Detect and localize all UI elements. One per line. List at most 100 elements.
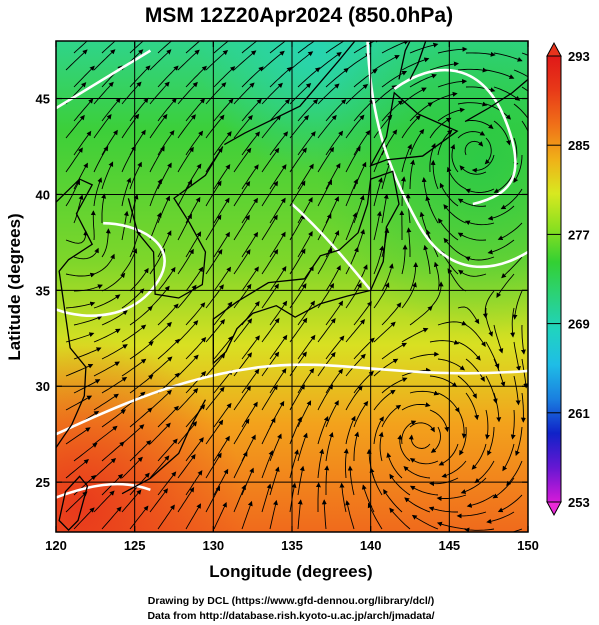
streamline (233, 451, 248, 479)
streamline (65, 114, 85, 139)
streamline (213, 41, 229, 54)
streamline (381, 70, 408, 88)
streamline (65, 272, 96, 278)
streamline (185, 98, 206, 122)
streamline (177, 486, 195, 513)
streamline (466, 494, 495, 508)
streamline (177, 114, 196, 139)
streamline (205, 485, 221, 513)
streamline (430, 426, 441, 453)
streamline (177, 49, 200, 71)
streamline (261, 450, 274, 479)
streamline (73, 247, 99, 260)
streamline (129, 440, 152, 462)
streamline (465, 324, 486, 347)
streamline (121, 324, 147, 343)
streamline (345, 246, 359, 275)
streamline (101, 161, 114, 190)
streamline (269, 368, 287, 394)
streamline (411, 514, 439, 530)
streamline (157, 97, 177, 122)
streamline (456, 511, 487, 519)
streamline (121, 177, 132, 207)
streamline (129, 505, 149, 530)
streamline (289, 51, 314, 71)
streamline (149, 212, 162, 241)
streamline (185, 302, 206, 326)
streamline (521, 120, 528, 133)
streamline (241, 500, 253, 530)
streamline (233, 249, 251, 275)
streamline (297, 300, 315, 326)
streamline (261, 417, 276, 445)
streamline (465, 51, 496, 57)
streamline (459, 426, 467, 456)
streamline (101, 344, 128, 360)
streamline (381, 342, 407, 360)
streamline (457, 306, 480, 325)
isotherm-line (366, 41, 528, 269)
streamline (157, 405, 179, 428)
streamline (493, 324, 504, 354)
streamline (439, 182, 459, 207)
x-tick-label: 125 (124, 538, 146, 553)
streamline (185, 266, 204, 292)
streamline (261, 317, 280, 343)
streamline (149, 81, 170, 105)
streamline (447, 268, 467, 292)
streamline (493, 120, 511, 146)
isotherm-line (393, 68, 517, 206)
x-tick-label: 120 (45, 538, 67, 553)
streamline (436, 521, 467, 530)
streamline (205, 114, 225, 139)
streamline (401, 281, 417, 309)
streamline (381, 404, 402, 428)
streamline (429, 339, 460, 345)
drawing-credit: Drawing by DCL (https://www.gfd-dennou.o… (148, 595, 434, 607)
streamline (465, 392, 480, 421)
streamline (485, 307, 493, 337)
streamline (325, 300, 344, 326)
streamline (345, 53, 371, 71)
streamline (205, 386, 225, 411)
streamline (233, 147, 252, 173)
streamline (437, 107, 465, 122)
streamline (347, 465, 355, 496)
streamline (185, 370, 207, 394)
streamline (73, 41, 88, 54)
streamline (401, 244, 408, 275)
colorbar-tick-label: 253 (568, 495, 590, 510)
streamline (241, 98, 262, 122)
streamline (65, 459, 89, 479)
streamline (487, 205, 515, 221)
streamline (177, 81, 198, 105)
streamline (101, 41, 116, 54)
streamline (437, 358, 465, 371)
streamline (353, 41, 380, 54)
x-tick-label: 145 (438, 538, 460, 553)
streamline (157, 266, 176, 292)
streamline (409, 159, 415, 190)
streamline (121, 424, 145, 445)
streamline (513, 375, 521, 406)
streamline (373, 55, 400, 71)
streamline (493, 171, 515, 193)
streamline (325, 431, 334, 462)
streamline (317, 384, 334, 411)
streamline (129, 341, 154, 360)
streamline (460, 477, 487, 494)
streamline (65, 491, 88, 513)
streamline (233, 114, 253, 139)
streamline (205, 319, 226, 343)
y-axis-label: Latitude (degrees) (5, 213, 24, 360)
streamline (339, 482, 347, 513)
streamline (325, 335, 345, 360)
streamline (485, 375, 498, 404)
streamline (121, 81, 142, 105)
streamline (261, 283, 279, 309)
streamline (464, 140, 484, 156)
streamline (496, 273, 515, 298)
streamline (269, 266, 287, 292)
streamline (269, 300, 288, 326)
